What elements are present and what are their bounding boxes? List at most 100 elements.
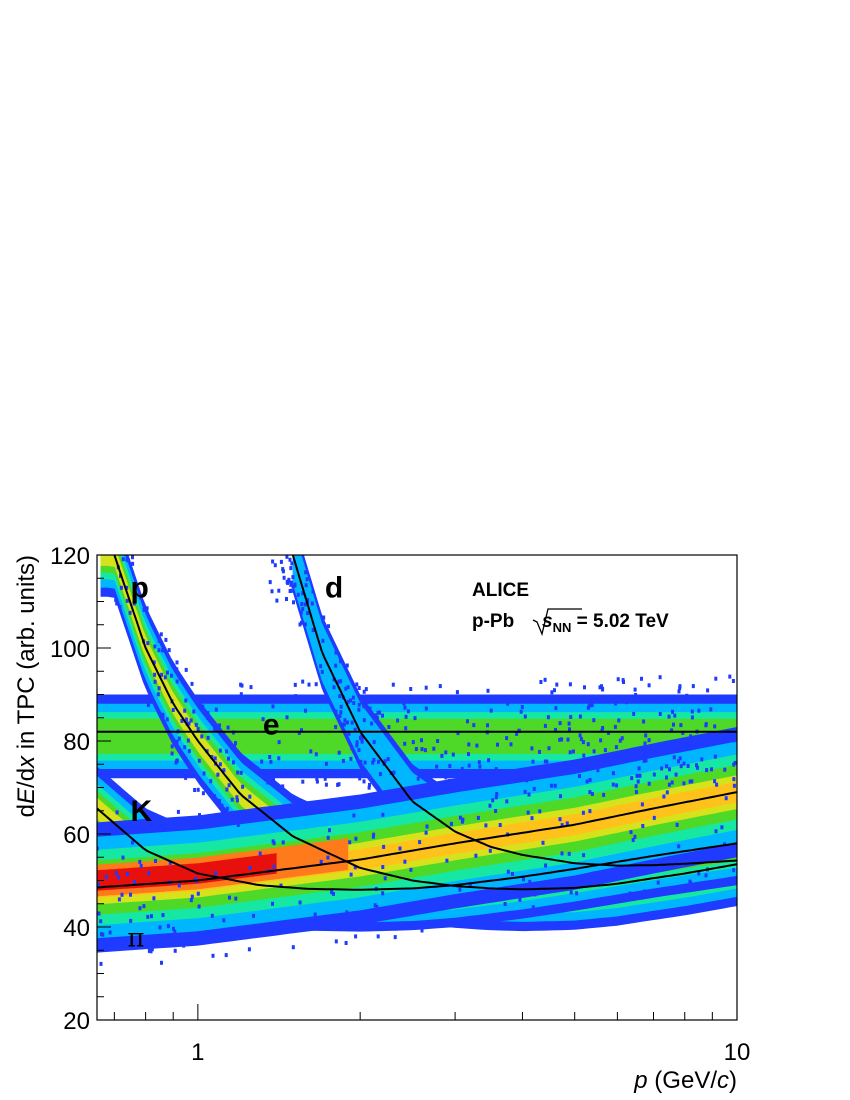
- scatter-dot: [358, 799, 362, 804]
- scatter-dot: [575, 891, 579, 896]
- scatter-dot: [145, 606, 149, 611]
- scatter-dot: [531, 905, 535, 910]
- scatter-dot: [709, 707, 713, 712]
- scatter-dot: [532, 772, 535, 776]
- scatter-dot: [206, 735, 210, 740]
- scatter-dot: [460, 819, 464, 824]
- scatter-dot: [113, 551, 116, 555]
- scatter-dot: [615, 783, 619, 788]
- scatter-dot: [560, 737, 564, 742]
- scatter-dot: [381, 891, 385, 896]
- species-label-p: p: [131, 572, 149, 605]
- scatter-dot: [197, 758, 201, 763]
- scatter-dot: [646, 694, 649, 699]
- scatter-dot: [667, 714, 671, 719]
- scatter-dot: [289, 580, 293, 585]
- scatter-dot: [506, 701, 510, 706]
- scatter-dot: [97, 882, 100, 887]
- scatter-dot: [184, 698, 188, 703]
- scatter-dot: [558, 817, 562, 822]
- scatter-dot: [678, 684, 682, 689]
- scatter-dot: [294, 694, 298, 699]
- scatter-dot: [474, 853, 478, 858]
- scatter-dot: [486, 688, 490, 693]
- scatter-dot: [486, 723, 489, 728]
- scatter-dot: [150, 914, 153, 919]
- scatter-dot: [153, 644, 157, 649]
- scatter-dot: [339, 710, 343, 715]
- scatter-dot: [147, 871, 151, 876]
- scatter-dot: [567, 721, 571, 726]
- scatter-dot: [444, 750, 448, 755]
- scatter-dot: [560, 851, 564, 856]
- scatter-dot: [543, 677, 547, 682]
- scatter-dot: [180, 718, 184, 723]
- scatter-dot: [532, 786, 536, 791]
- scatter-dot: [344, 941, 348, 945]
- scatter-dot: [571, 749, 575, 754]
- scatter-dot: [436, 739, 440, 743]
- scatter-dot: [451, 752, 455, 757]
- scatter-dot: [642, 758, 646, 763]
- scatter-dot: [354, 836, 358, 841]
- scatter-dot: [612, 754, 616, 759]
- scatter-dot: [160, 672, 164, 677]
- scatter-dot: [728, 674, 732, 679]
- scatter-dot: [309, 749, 313, 754]
- scatter-dot: [272, 864, 276, 869]
- scatter-dot: [672, 722, 675, 727]
- scatter-dot: [599, 738, 603, 743]
- scatter-dot: [442, 789, 446, 794]
- scatter-dot: [362, 704, 366, 709]
- scatter-dot: [149, 949, 153, 954]
- scatter-dot: [522, 767, 526, 772]
- scatter-dot: [165, 717, 169, 722]
- scatter-dot: [180, 819, 184, 824]
- scatter-dot: [518, 897, 522, 902]
- scatter-dot: [311, 628, 315, 633]
- scatter-dot: [368, 706, 372, 711]
- scatter-dot: [236, 798, 239, 803]
- scatter-dot: [402, 701, 406, 706]
- scatter-dot: [515, 731, 519, 736]
- scatter-dot: [381, 812, 385, 817]
- scatter-dot: [216, 772, 220, 777]
- scatter-dot: [586, 742, 590, 747]
- scatter-dot: [322, 615, 326, 620]
- scatter-dot: [670, 780, 674, 785]
- species-label-d: d: [325, 572, 343, 605]
- scatter-dot: [163, 675, 167, 680]
- scatter-dot: [251, 927, 255, 932]
- scatter-dot: [193, 788, 197, 792]
- scatter-dot: [668, 694, 672, 699]
- y-tick-label: 60: [63, 822, 90, 849]
- scatter-dot: [658, 675, 662, 680]
- scatter-dot: [304, 583, 308, 588]
- axes: 1 10 20 40 60 80 100 120: [50, 543, 750, 1066]
- scatter-dot: [198, 813, 201, 818]
- y-tick-label: 80: [63, 729, 90, 756]
- scatter-dot: [168, 935, 172, 940]
- scatter-dot: [193, 696, 197, 701]
- scatter-dot: [314, 752, 318, 757]
- scatter-dot: [297, 730, 301, 735]
- scatter-dot: [213, 727, 217, 732]
- scatter-dot: [700, 757, 704, 762]
- scatter-dot: [218, 799, 221, 803]
- scatter-dot: [273, 527, 276, 531]
- scatter-dot: [357, 707, 361, 712]
- scatter-dot: [613, 724, 617, 729]
- scatter-dot: [290, 525, 293, 529]
- scatter-dot: [347, 731, 351, 736]
- x-axis-title: p (GeV/c): [633, 1067, 737, 1094]
- scatter-dot: [334, 663, 338, 668]
- scatter-dot: [523, 714, 527, 719]
- scatter-dot: [559, 770, 563, 775]
- scatter-dot: [234, 896, 238, 901]
- scatter-dot: [371, 834, 375, 839]
- scatter-dot: [171, 708, 175, 712]
- scatter-dot: [608, 761, 612, 766]
- scatter-dot: [303, 602, 307, 607]
- scatter-dot: [498, 823, 502, 827]
- scatter-dot: [255, 766, 259, 771]
